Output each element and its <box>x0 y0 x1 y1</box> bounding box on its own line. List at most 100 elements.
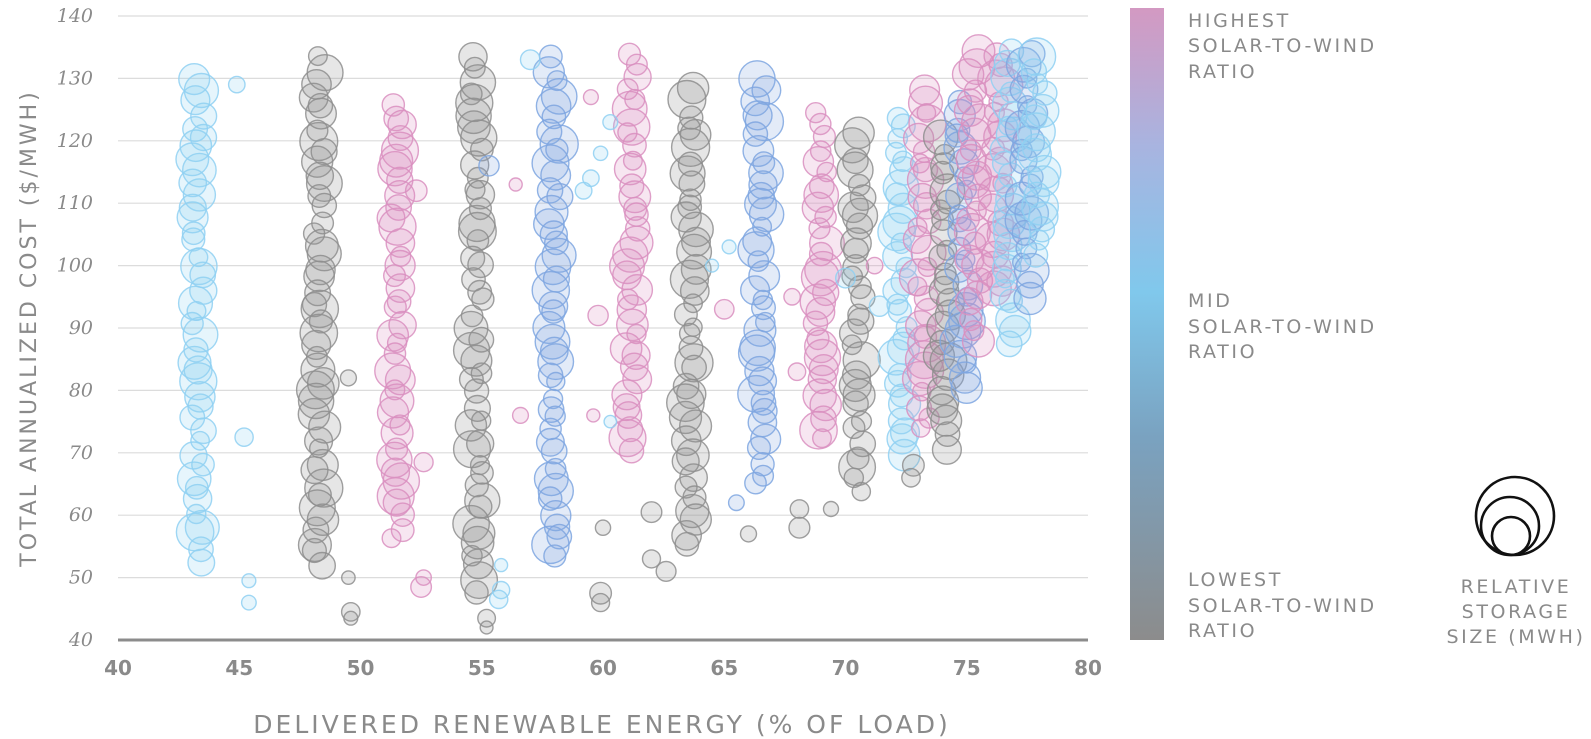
point-scatter-46 <box>865 256 884 275</box>
point-col2-24 <box>384 249 416 282</box>
point-col1-34 <box>305 161 335 191</box>
point-col18-8 <box>1017 137 1052 173</box>
point-col9-10 <box>841 360 872 390</box>
point-col2-29 <box>385 194 412 221</box>
point-col7-12 <box>739 329 776 367</box>
point-col6-16 <box>674 343 714 383</box>
point-col6-11 <box>668 400 703 435</box>
point-col7-25 <box>747 181 775 210</box>
point-col7-29 <box>742 134 775 167</box>
point-col10-15 <box>890 267 919 297</box>
storage-legend-line-3: SIZE (MWH) <box>1446 626 1585 648</box>
point-scatter-9 <box>413 452 434 473</box>
point-col14-24 <box>961 34 996 69</box>
x-tick-65: 65 <box>710 656 738 680</box>
point-col12-1 <box>934 421 961 447</box>
point-col9-21 <box>840 227 872 260</box>
point-col6-8 <box>676 438 710 473</box>
point-scatter-42 <box>788 516 811 539</box>
point-col3-27 <box>461 267 486 292</box>
point-scatter-44 <box>822 500 840 518</box>
point-col8-17 <box>809 225 846 262</box>
x-tick-labels: 40 45 50 55 60 65 70 75 80 <box>104 656 1102 680</box>
point-col5-32 <box>623 62 652 92</box>
point-scatter-29 <box>590 592 611 613</box>
point-col5-14 <box>621 273 654 306</box>
point-col1-43 <box>306 53 344 92</box>
y-tick-80: 80 <box>69 379 93 401</box>
point-col8-21 <box>803 177 840 214</box>
point-col14-20 <box>956 88 984 116</box>
point-col4-17 <box>537 343 575 381</box>
point-scatter-47 <box>868 295 891 318</box>
point-col4-12 <box>544 405 566 427</box>
legend-bottom-line-1: LOWEST <box>1188 569 1283 591</box>
point-scatter-18 <box>508 177 523 192</box>
point-col5-5 <box>611 379 643 411</box>
point-scatter-36 <box>713 298 735 320</box>
point-col1-14 <box>297 382 335 420</box>
point-col9-2 <box>838 448 877 487</box>
y-tick-60: 60 <box>69 504 93 526</box>
point-col7-5 <box>747 407 778 438</box>
x-tick-55: 55 <box>468 656 496 680</box>
point-col2-5 <box>382 462 421 500</box>
point-col5-4 <box>612 393 641 422</box>
point-col6-29 <box>677 194 703 220</box>
point-scatter-19 <box>511 406 530 425</box>
point-col0-7 <box>176 461 212 497</box>
point-col16-22 <box>990 57 1029 96</box>
point-col3-25 <box>471 287 495 311</box>
point-col11-13 <box>898 258 937 297</box>
point-col11-27 <box>916 103 937 123</box>
point-col4-10 <box>535 427 565 457</box>
legend-top-line-2: SOLAR-TO-WIND <box>1188 35 1377 57</box>
point-scatter-23 <box>582 88 600 106</box>
point-col8-22 <box>808 173 835 200</box>
legend-top-line-3: RATIO <box>1188 61 1257 83</box>
point-col0-27 <box>181 227 206 252</box>
point-col3-29 <box>460 245 486 271</box>
y-tick-120: 120 <box>57 130 93 152</box>
point-col11-19 <box>912 191 941 220</box>
point-col7-15 <box>751 295 777 321</box>
point-col18-6 <box>1027 165 1060 198</box>
point-col14-21 <box>963 79 988 103</box>
point-col0-41 <box>178 62 211 96</box>
storage-size-legend: RELATIVE STORAGE SIZE (MWH) <box>1446 475 1585 648</box>
y-tick-100: 100 <box>57 255 93 277</box>
color-scale-label-top: HIGHEST SOLAR-TO-WIND RATIO <box>1188 10 1377 83</box>
y-tick-140: 140 <box>57 5 93 27</box>
point-col5-34 <box>617 42 642 66</box>
y-tick-40: 40 <box>68 629 93 651</box>
y-tick-130: 130 <box>57 67 93 89</box>
point-col1-10 <box>308 438 329 459</box>
point-col4-37 <box>536 118 563 145</box>
point-col13-18 <box>954 166 975 187</box>
point-col14-0 <box>961 324 995 358</box>
point-scatter-31 <box>603 414 618 429</box>
point-col4-11 <box>539 417 562 441</box>
y-axis-label: TOTAL ANNUALIZED COST ($/MWH) <box>17 89 42 567</box>
point-scatter-14 <box>479 620 494 635</box>
point-col1-6 <box>307 482 332 507</box>
point-col9-13 <box>838 318 869 349</box>
point-scatter-38 <box>727 494 745 512</box>
point-col7-21 <box>742 226 773 257</box>
point-col0-22 <box>177 285 214 321</box>
point-col9-3 <box>846 446 870 470</box>
point-col8-26 <box>812 124 836 149</box>
point-col3-14 <box>454 409 488 442</box>
point-col4-24 <box>542 265 570 293</box>
point-col1-19 <box>301 329 332 360</box>
point-col17-17 <box>1009 74 1039 104</box>
point-col11-29 <box>908 74 941 106</box>
point-scatter-35 <box>704 258 720 273</box>
point-col3-46 <box>458 41 488 72</box>
point-col5-2 <box>617 416 644 443</box>
point-col18-15 <box>1020 58 1048 85</box>
point-col1-1 <box>301 537 327 564</box>
point-col4-6 <box>537 472 574 510</box>
legend-mid-line-1: MID <box>1188 290 1232 312</box>
